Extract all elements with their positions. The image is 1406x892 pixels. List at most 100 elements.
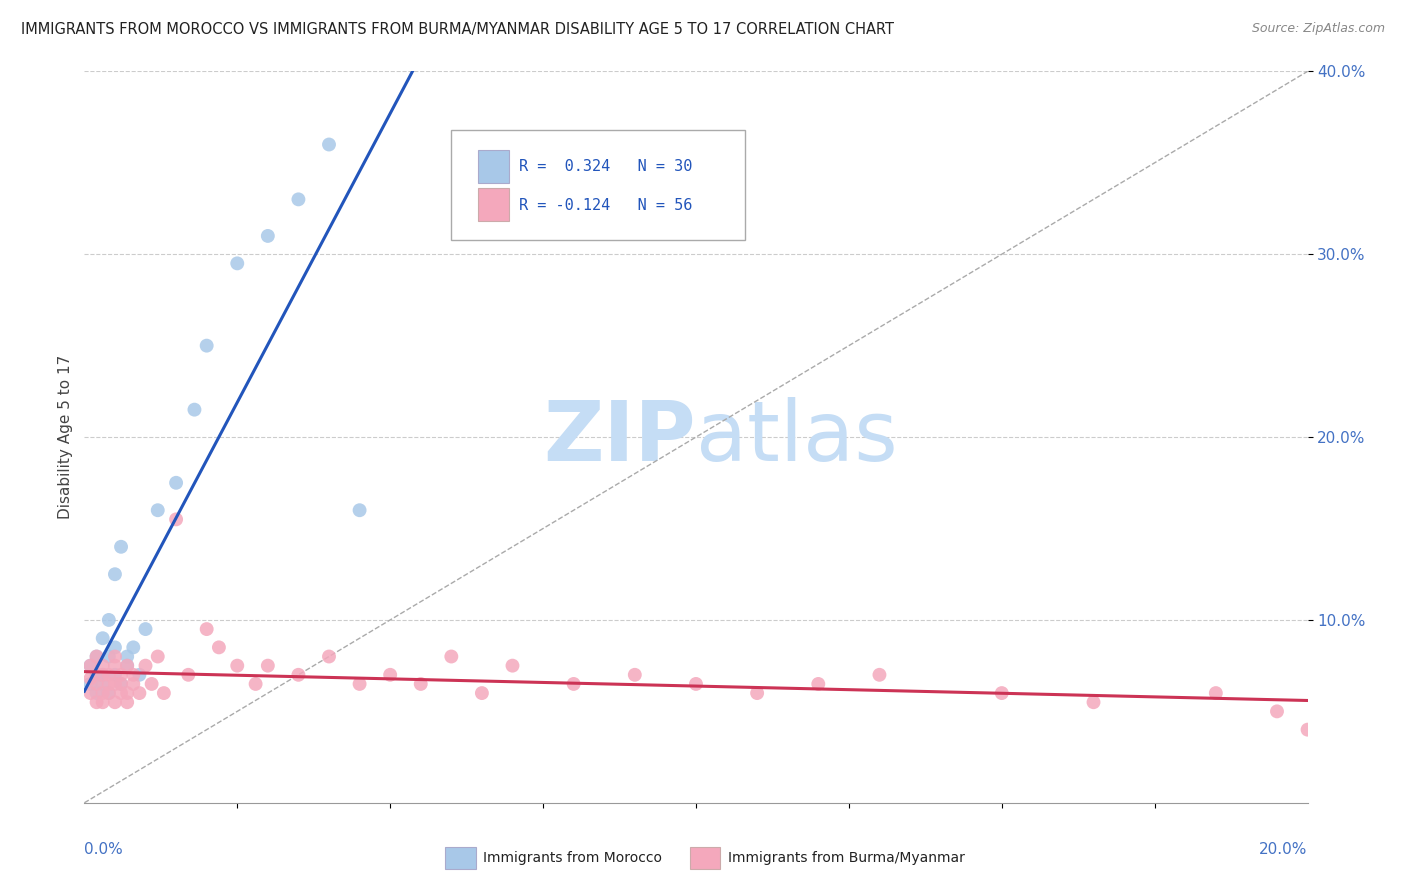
Text: ZIP: ZIP	[544, 397, 696, 477]
Text: 0.0%: 0.0%	[84, 842, 124, 856]
Point	[409, 677, 432, 691]
Point	[177, 667, 200, 681]
Point	[1265, 705, 1288, 719]
Point	[91, 695, 114, 709]
Point	[97, 613, 120, 627]
Point	[318, 137, 340, 152]
Point	[869, 667, 891, 681]
Point	[104, 667, 127, 681]
Point	[86, 649, 108, 664]
Point	[91, 686, 114, 700]
Y-axis label: Disability Age 5 to 17: Disability Age 5 to 17	[58, 355, 73, 519]
Point	[349, 503, 371, 517]
Point	[79, 658, 101, 673]
Point	[86, 649, 108, 664]
Point	[195, 338, 218, 352]
Point	[86, 667, 108, 681]
Point	[110, 540, 132, 554]
Point	[110, 686, 132, 700]
Point	[287, 667, 309, 681]
Point	[991, 686, 1014, 700]
Point	[349, 677, 371, 691]
Point	[226, 256, 249, 270]
Point	[122, 667, 145, 681]
Point	[91, 667, 114, 681]
FancyBboxPatch shape	[451, 130, 745, 240]
Point	[79, 677, 101, 691]
Point	[165, 512, 187, 526]
Point	[380, 667, 402, 681]
Point	[104, 658, 127, 673]
Point	[91, 632, 114, 646]
Text: Immigrants from Morocco: Immigrants from Morocco	[484, 851, 662, 864]
Point	[128, 667, 150, 681]
Point	[86, 677, 108, 691]
Point	[1083, 695, 1105, 709]
Point	[122, 677, 145, 691]
Point	[208, 640, 231, 655]
Point	[226, 658, 249, 673]
Text: R =  0.324   N = 30: R = 0.324 N = 30	[519, 159, 692, 174]
Point	[79, 672, 101, 686]
FancyBboxPatch shape	[446, 847, 475, 869]
Point	[104, 649, 127, 664]
Point	[79, 686, 101, 700]
Point	[287, 192, 309, 206]
Point	[747, 686, 769, 700]
Point	[97, 649, 120, 664]
Point	[97, 667, 120, 681]
Point	[122, 640, 145, 655]
Point	[104, 695, 127, 709]
Point	[86, 695, 108, 709]
Point	[135, 658, 157, 673]
Point	[146, 503, 169, 517]
Point	[115, 658, 138, 673]
Point	[502, 658, 524, 673]
Point	[195, 622, 218, 636]
FancyBboxPatch shape	[478, 150, 509, 183]
Point	[115, 686, 138, 700]
Point	[97, 686, 120, 700]
Text: R = -0.124   N = 56: R = -0.124 N = 56	[519, 198, 692, 212]
Point	[79, 658, 101, 673]
Point	[807, 677, 830, 691]
Point	[1296, 723, 1319, 737]
Point	[104, 567, 127, 582]
Point	[624, 667, 647, 681]
Text: IMMIGRANTS FROM MOROCCO VS IMMIGRANTS FROM BURMA/MYANMAR DISABILITY AGE 5 TO 17 : IMMIGRANTS FROM MOROCCO VS IMMIGRANTS FR…	[21, 22, 894, 37]
Point	[257, 229, 280, 244]
Point	[146, 649, 169, 664]
Point	[141, 677, 163, 691]
Point	[91, 658, 114, 673]
Text: atlas: atlas	[696, 397, 897, 477]
Point	[165, 475, 187, 490]
Point	[97, 677, 120, 691]
Point	[562, 677, 585, 691]
Point	[91, 667, 114, 681]
Point	[135, 622, 157, 636]
Point	[440, 649, 463, 664]
Point	[153, 686, 176, 700]
Point	[115, 695, 138, 709]
Point	[110, 677, 132, 691]
Point	[471, 686, 494, 700]
Point	[685, 677, 707, 691]
Point	[245, 677, 267, 691]
Point	[128, 686, 150, 700]
Point	[110, 667, 132, 681]
Point	[86, 686, 108, 700]
Text: Source: ZipAtlas.com: Source: ZipAtlas.com	[1251, 22, 1385, 36]
Point	[318, 649, 340, 664]
Text: Immigrants from Burma/Myanmar: Immigrants from Burma/Myanmar	[728, 851, 965, 864]
Point	[1205, 686, 1227, 700]
Point	[97, 686, 120, 700]
Point	[91, 677, 114, 691]
Point	[183, 402, 205, 417]
FancyBboxPatch shape	[690, 847, 720, 869]
FancyBboxPatch shape	[478, 188, 509, 221]
Text: 20.0%: 20.0%	[1260, 842, 1308, 856]
Point	[104, 640, 127, 655]
Point	[115, 649, 138, 664]
Point	[257, 658, 280, 673]
Point	[115, 658, 138, 673]
